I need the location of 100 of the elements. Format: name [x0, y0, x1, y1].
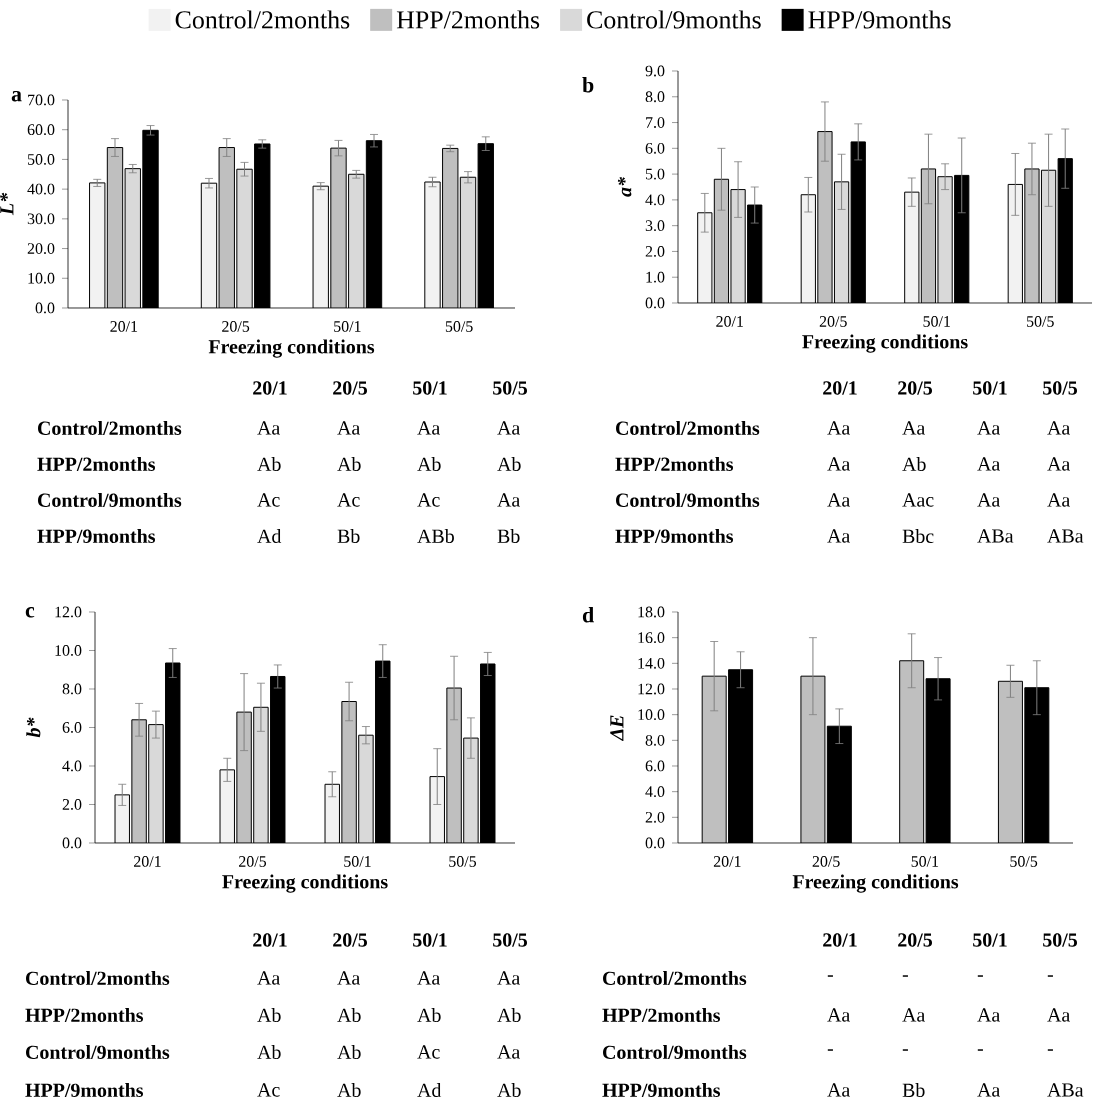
- legend-label: HPP/9months: [808, 10, 951, 29]
- text: Ac: [257, 1083, 280, 1097]
- text: Ab: [257, 1044, 281, 1059]
- text: Control/2months: [26, 970, 170, 985]
- y-tick-label: 10.0: [638, 709, 665, 721]
- text: HPP/9months: [602, 1082, 721, 1097]
- text: Ab: [497, 1082, 521, 1097]
- text: Aa: [827, 421, 850, 435]
- x-tick-label: 20/5: [222, 321, 250, 332]
- legend-label: HPP/2months: [396, 10, 540, 29]
- y-tick-label: 12.0: [638, 683, 665, 695]
- text: Ab: [497, 456, 521, 471]
- x-tick-label: 20/5: [239, 856, 267, 867]
- category-label: 50/5: [493, 381, 528, 395]
- x-tick-label: 50/5: [449, 856, 477, 867]
- text: Aa: [977, 457, 1000, 471]
- y-tick-label: 1.0: [646, 271, 665, 283]
- category-label: 20/5: [333, 381, 368, 395]
- text: Ab: [337, 1007, 361, 1022]
- y-tick-label: 2.0: [62, 799, 82, 810]
- text: Control/9months: [38, 492, 182, 507]
- text: -: [977, 975, 983, 977]
- text: Aa: [497, 421, 520, 435]
- text: Aa: [827, 493, 850, 507]
- text: HPP/2months: [25, 1007, 144, 1022]
- x-tick-label: 50/1: [923, 316, 950, 327]
- text: Aa: [902, 1008, 925, 1022]
- y-tick-label: 7.0: [646, 117, 665, 128]
- y-tick-label: 60.0: [27, 124, 55, 136]
- chart-title: a: [11, 91, 22, 102]
- text: Ad: [257, 528, 282, 543]
- category-label: 50/5: [493, 933, 528, 947]
- x-tick-label: 50/5: [1027, 316, 1054, 327]
- text: Control/2months: [603, 970, 747, 985]
- category-label: 50/1: [413, 933, 447, 947]
- text: Aa: [827, 1008, 850, 1022]
- legend-label: Control/9months: [587, 10, 761, 29]
- y-tick-label: 16.0: [638, 632, 665, 644]
- text: Aa: [497, 1045, 520, 1059]
- text: Control/9months: [26, 1044, 170, 1059]
- text: Aa: [977, 1083, 1000, 1097]
- x-tick-label: 20/5: [812, 856, 840, 867]
- y-tick-label: 9.0: [645, 65, 665, 77]
- text: Aa: [257, 971, 280, 985]
- legend-label: Control/2months: [175, 10, 350, 29]
- chart-title: b: [582, 77, 594, 93]
- text: Ab: [902, 456, 926, 471]
- text: Bb: [337, 528, 360, 543]
- chart-title: c: [25, 607, 35, 618]
- y-tick-label: 5.0: [645, 168, 665, 180]
- text: Aa: [1047, 493, 1070, 507]
- y-tick-label: 2.0: [645, 246, 665, 257]
- category-label: 50/1: [973, 381, 1007, 395]
- text: Aac: [902, 493, 934, 507]
- text: Bbc: [902, 528, 934, 543]
- category-label: 50/1: [413, 381, 447, 395]
- text: Aa: [417, 971, 440, 985]
- y-tick-label: 70.0: [28, 94, 55, 106]
- text: Ab: [337, 1082, 361, 1097]
- text: ABa: [1047, 1083, 1084, 1097]
- y-tick-label: 0.0: [35, 302, 55, 314]
- text: Aa: [977, 493, 1000, 507]
- text: Aa: [977, 1008, 1000, 1022]
- y-axis-title: L*: [0, 192, 14, 216]
- text: Aa: [417, 421, 440, 435]
- text: Aa: [902, 421, 925, 435]
- y-tick-label: 0.0: [645, 297, 665, 309]
- text: Aa: [497, 493, 520, 507]
- y-tick-label: 0.0: [645, 837, 665, 849]
- y-tick-label: 18.0: [638, 606, 665, 618]
- y-tick-label: 30.0: [27, 213, 55, 225]
- y-tick-label: 0.0: [62, 837, 82, 849]
- text: Ac: [417, 1045, 440, 1059]
- text: Aa: [827, 457, 850, 471]
- category-label: 50/1: [973, 933, 1007, 947]
- y-tick-label: 6.0: [645, 760, 665, 772]
- text: Aa: [827, 529, 850, 543]
- y-tick-label: 4.0: [62, 760, 82, 772]
- y-tick-label: 10.0: [28, 272, 55, 284]
- text: -: [902, 975, 908, 977]
- text: Control/9months: [603, 1044, 747, 1059]
- category-label: 20/1: [823, 933, 857, 947]
- text: Ab: [417, 1007, 441, 1022]
- category-label: 50/5: [1043, 381, 1078, 395]
- x-tick-label: 20/1: [134, 856, 161, 867]
- text: Aa: [337, 421, 360, 435]
- y-tick-label: 10.0: [55, 645, 82, 656]
- x-tick-label: 50/5: [445, 321, 473, 332]
- text: Aa: [1047, 457, 1070, 471]
- y-axis-title: a*: [617, 176, 632, 197]
- text: Ad: [417, 1082, 442, 1097]
- text: Aa: [1047, 1008, 1070, 1022]
- y-tick-label: 4.0: [645, 194, 665, 206]
- chart-title: d: [582, 607, 594, 623]
- x-axis-title: Freezing conditions: [792, 874, 959, 893]
- y-tick-label: 20.0: [27, 243, 55, 254]
- text: Aa: [257, 421, 280, 435]
- y-tick-label: 8.0: [62, 683, 82, 695]
- text: ABa: [1047, 529, 1084, 543]
- text: Bb: [902, 1082, 925, 1097]
